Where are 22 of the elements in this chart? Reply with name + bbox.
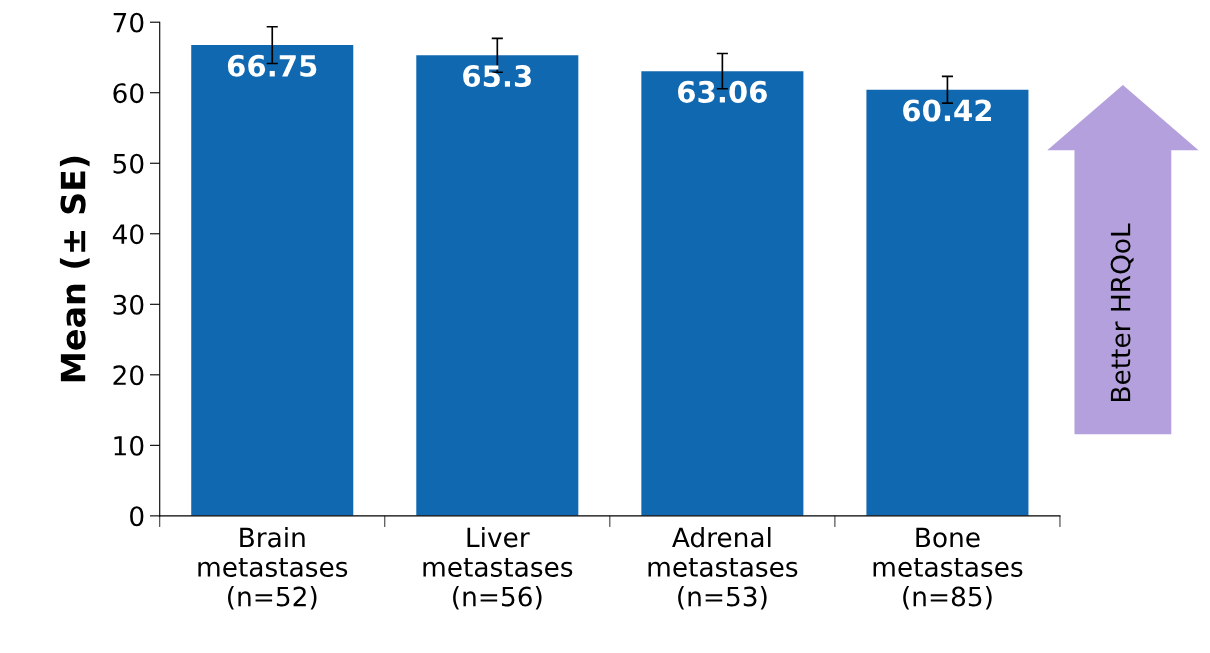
y-tick-label: 40 <box>112 224 144 245</box>
data-label: 66.75 <box>227 54 317 77</box>
y-tick-label: 70 <box>113 12 144 33</box>
x-tick-label: Bone metastases (n=85) <box>873 527 1023 610</box>
bar <box>191 45 354 516</box>
x-tick-label: Adrenal metastases (n=53) <box>648 526 798 610</box>
y-tick-label: 10 <box>114 435 144 456</box>
bar <box>641 71 804 516</box>
y-tick-label: 60 <box>113 83 144 104</box>
bar <box>416 55 579 516</box>
data-label: 60.42 <box>903 99 992 122</box>
y-tick-label: 20 <box>113 365 144 386</box>
data-label: 63.06 <box>678 80 767 103</box>
y-tick-label: 30 <box>113 294 144 315</box>
y-axis-title: Mean (± SE) <box>59 156 90 382</box>
y-tick-label: 50 <box>113 153 144 174</box>
y-tick-label: 0 <box>130 506 144 527</box>
x-tick-label: Liver metastases (n=56) <box>423 526 573 610</box>
text: Better HRQoL <box>1110 223 1134 402</box>
x-tick-label: Brain metastases (n=52) <box>198 526 348 610</box>
bar <box>866 89 1029 516</box>
data-label: 65.3 <box>463 65 531 88</box>
